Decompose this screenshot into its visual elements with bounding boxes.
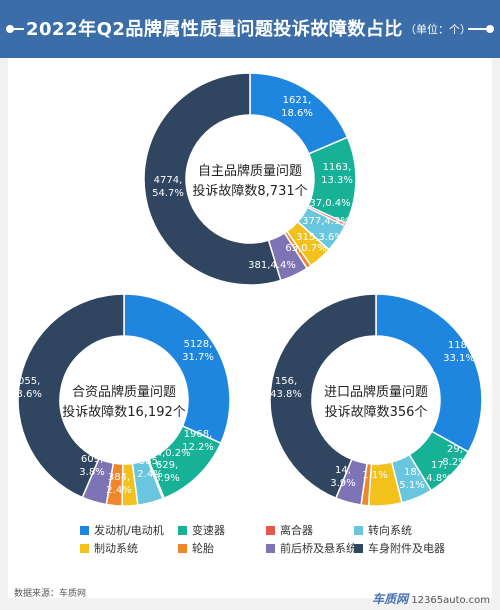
- slice-label: 118, 33.1%: [443, 340, 475, 364]
- donut-center-label: 投诉故障数356个: [325, 404, 428, 420]
- legend-swatch: [178, 526, 187, 535]
- donut-slice: [17, 293, 125, 499]
- legend-swatch: [266, 526, 275, 535]
- slice-label: 377,4.3%: [302, 216, 350, 227]
- donut-center-label: 进口品牌质量问题: [324, 384, 428, 400]
- legend-label: 前后桥及悬系统: [280, 541, 357, 555]
- legend-swatch: [80, 544, 89, 553]
- chart-title: 2022年Q2品牌属性质量问题投诉故障数占比: [26, 19, 403, 40]
- slice-label: 156, 43.8%: [270, 376, 302, 400]
- legend-label: 转向系统: [368, 523, 412, 537]
- slice-label: 1968, 12.2%: [182, 429, 214, 453]
- watermark: 车质网 12365auto.com: [372, 590, 490, 607]
- unit-label: （单位：个）: [405, 23, 471, 36]
- donut-slice: [375, 293, 483, 453]
- legend-label: 离合器: [280, 523, 313, 537]
- watermark-url: 12365auto.com: [411, 595, 490, 606]
- right-dot-decoration: [486, 25, 494, 33]
- slice-label: 385, 2.4%: [137, 456, 162, 480]
- slice-label: 7055, 43.6%: [10, 376, 42, 400]
- donut-center-label: 合资品牌质量问题: [72, 384, 176, 400]
- donut-slice: [143, 72, 282, 286]
- source-note: 数据来源：车质网: [14, 589, 87, 599]
- legend-swatch: [266, 544, 275, 553]
- slice-label: 18, 5.1%: [399, 467, 424, 491]
- slice-label: 63,0.7%: [285, 243, 326, 254]
- donut-center-label: 投诉故障数16,192个: [62, 404, 186, 420]
- slice-label: 629, 3.9%: [154, 460, 179, 484]
- slice-label: 381,4.4%: [248, 260, 296, 271]
- legend-swatch: [80, 526, 89, 535]
- left-dot-decoration: [6, 25, 14, 33]
- slice-label: 384, 2.4%: [106, 472, 131, 496]
- legend-label: 轮胎: [192, 541, 214, 555]
- legend-label: 车身附件及电器: [368, 541, 445, 555]
- left-line-decoration: [14, 28, 24, 30]
- donut-center-label: 投诉故障数8,731个: [192, 183, 307, 199]
- legend-swatch: [178, 544, 187, 553]
- slice-label: 1163, 13.3%: [321, 162, 353, 186]
- slice-label: 5128, 31.7%: [182, 339, 214, 363]
- legend-swatch: [354, 526, 363, 535]
- slice-label: 1621, 18.6%: [281, 95, 313, 119]
- legend-label: 变速器: [192, 523, 225, 537]
- slice-label: 17, 4.8%: [426, 460, 451, 484]
- legend-label: 发动机/电动机: [94, 523, 164, 537]
- legend-swatch: [354, 544, 363, 553]
- donut-center-label: 自主品牌质量问题: [198, 163, 302, 179]
- donut-slice: [123, 293, 231, 445]
- donut-slice: [269, 293, 377, 500]
- legend-label: 制动系统: [94, 542, 138, 555]
- slice-label: 29, 8.2%: [442, 444, 467, 468]
- right-line-decoration: [468, 28, 486, 30]
- slice-label: 4774, 54.7%: [152, 175, 184, 199]
- watermark-brand: 车质网: [372, 592, 409, 606]
- slice-label: 315,3.6%: [296, 232, 344, 243]
- slice-label: 609, 3.8%: [79, 454, 104, 478]
- slice-label: 34,0.2%: [149, 448, 190, 459]
- title-bar: 2022年Q2品牌属性质量问题投诉故障数占比 （单位：个）: [0, 0, 500, 58]
- slice-label: 14, 3.9%: [330, 465, 355, 489]
- slice-label: 37,0.4%: [309, 198, 350, 209]
- slice-label: 4, 1.1%: [362, 457, 387, 481]
